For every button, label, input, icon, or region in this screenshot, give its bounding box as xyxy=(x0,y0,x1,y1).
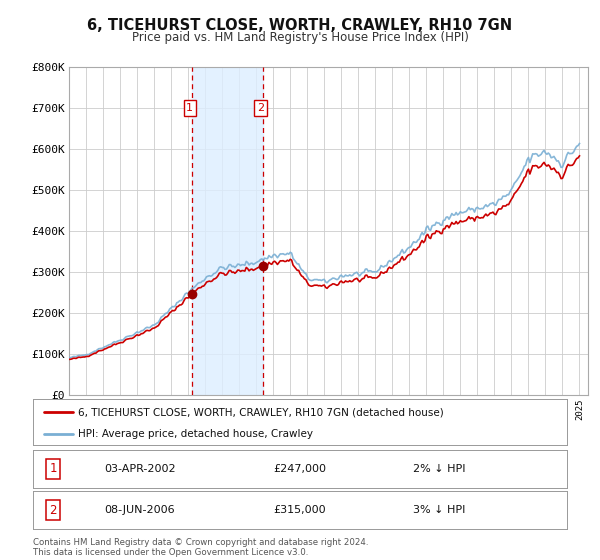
Text: HPI: Average price, detached house, Crawley: HPI: Average price, detached house, Craw… xyxy=(79,429,313,438)
Text: 1: 1 xyxy=(187,103,193,113)
Text: 08-JUN-2006: 08-JUN-2006 xyxy=(104,505,175,515)
Text: 2% ↓ HPI: 2% ↓ HPI xyxy=(413,464,465,474)
Text: 3% ↓ HPI: 3% ↓ HPI xyxy=(413,505,465,515)
Text: Contains HM Land Registry data © Crown copyright and database right 2024.
This d: Contains HM Land Registry data © Crown c… xyxy=(33,538,368,557)
Text: Price paid vs. HM Land Registry's House Price Index (HPI): Price paid vs. HM Land Registry's House … xyxy=(131,31,469,44)
Text: 2: 2 xyxy=(257,103,265,113)
Text: 6, TICEHURST CLOSE, WORTH, CRAWLEY, RH10 7GN (detached house): 6, TICEHURST CLOSE, WORTH, CRAWLEY, RH10… xyxy=(79,407,444,417)
Text: 03-APR-2002: 03-APR-2002 xyxy=(104,464,176,474)
Bar xyxy=(193,67,263,395)
Text: £247,000: £247,000 xyxy=(274,464,326,474)
Text: 6, TICEHURST CLOSE, WORTH, CRAWLEY, RH10 7GN: 6, TICEHURST CLOSE, WORTH, CRAWLEY, RH10… xyxy=(88,18,512,33)
Text: 2: 2 xyxy=(50,503,57,517)
Text: 1: 1 xyxy=(50,462,57,475)
Text: £315,000: £315,000 xyxy=(274,505,326,515)
